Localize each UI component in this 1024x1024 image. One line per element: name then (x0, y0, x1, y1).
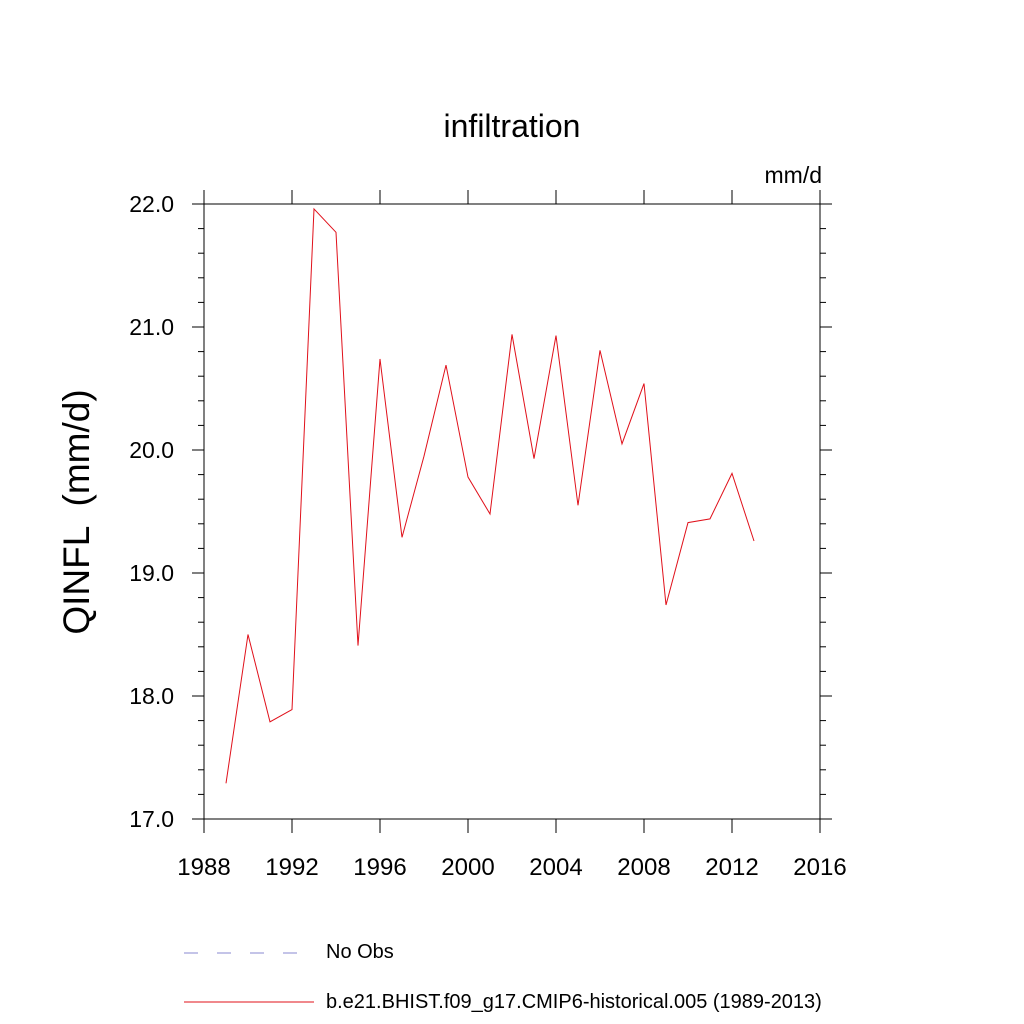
chart-title: infiltration (443, 108, 581, 144)
y-tick-label: 21.0 (129, 314, 174, 340)
x-tick-label: 2016 (793, 854, 846, 881)
x-tick-label: 2008 (617, 854, 670, 881)
x-tick-label: 1988 (177, 854, 230, 881)
y-tick-label: 17.0 (129, 806, 174, 832)
series-line-0 (225, 207, 755, 784)
y-tick-label: 18.0 (129, 683, 174, 709)
legend-label-no-obs: No Obs (326, 941, 394, 963)
y-tick-label: 22.0 (129, 191, 174, 217)
x-tick-label: 1996 (353, 854, 406, 881)
x-tick-label: 2000 (441, 854, 494, 881)
x-tick-label: 1992 (265, 854, 318, 881)
y-tick-label: 19.0 (129, 560, 174, 586)
units-label: mm/d (764, 162, 823, 188)
y-tick-label: 20.0 (129, 437, 174, 463)
x-tick-label: 2012 (705, 854, 758, 881)
x-tick-label: 2004 (529, 854, 582, 881)
legend-label-model-run: b.e21.BHIST.f09_g17.CMIP6-historical.005… (326, 991, 822, 1013)
plot-frame (203, 203, 821, 820)
